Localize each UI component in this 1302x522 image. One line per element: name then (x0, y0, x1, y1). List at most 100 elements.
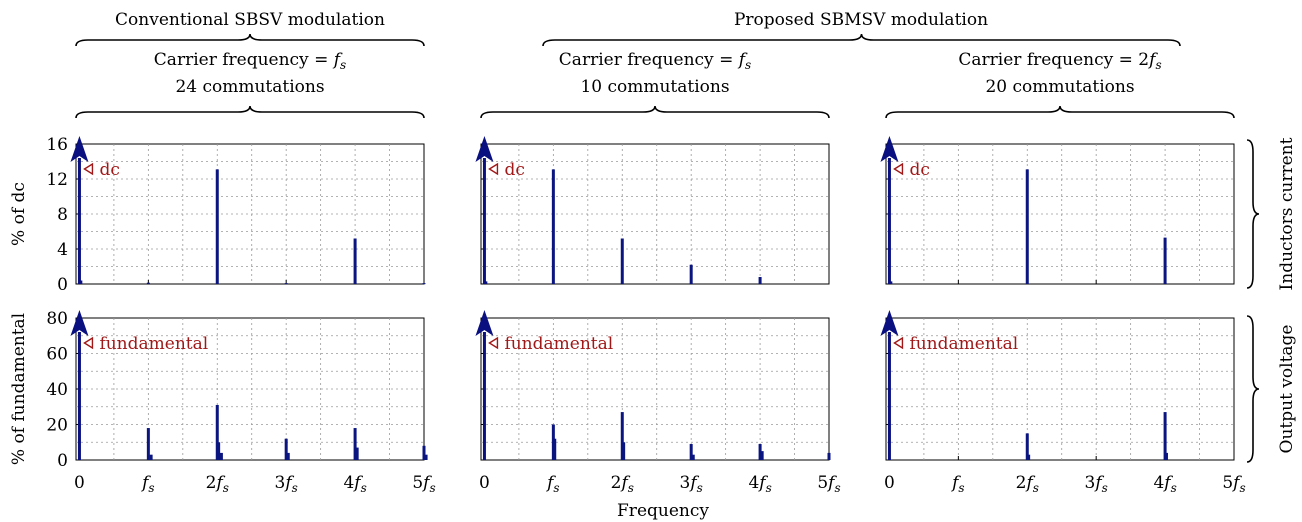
caption-commutations: 20 commutations (985, 77, 1134, 97)
x-tick-label: fs (140, 473, 154, 495)
spectrum-bar (149, 454, 153, 460)
spectrum-bar (758, 277, 762, 284)
spectrum-bar (284, 438, 288, 460)
spectrum-bar (146, 282, 150, 284)
spectrum-bar (553, 438, 557, 460)
x-tick-symbol: f (421, 473, 432, 493)
x-tick-label: 2fs (1016, 473, 1039, 495)
spectrum-bar (353, 238, 357, 284)
arrow-head (475, 310, 494, 336)
x-tick-label: 2fs (206, 473, 229, 495)
x-tick-coef: 5 (817, 473, 828, 493)
x-tick-subscript: s (361, 481, 367, 495)
x-tick-subscript: s (1239, 481, 1245, 495)
annotation-marker (488, 162, 499, 176)
y-tick-label: 16 (46, 135, 68, 155)
panel-current-3: dc (880, 136, 1235, 285)
x-tick-symbol: f (283, 473, 294, 493)
spectrum-bar (217, 442, 221, 460)
x-tick-coef: 2 (611, 473, 622, 493)
y-tick-label: 0 (57, 275, 68, 295)
spectrum-bar (689, 444, 693, 460)
spectrum-bar (284, 283, 288, 285)
spectrum-bar (620, 412, 624, 460)
caption-carrier-frequency: Carrier frequency = 2fs (958, 50, 1161, 72)
x-tick-label: 2fs (611, 473, 634, 495)
caption-carrier-frequency: Carrier frequency = fs (559, 50, 751, 72)
annotation-marker (83, 162, 94, 176)
brace-proposed (542, 33, 1181, 47)
spectrum-bar (758, 444, 762, 460)
group-label-proposed: Proposed SBMSV modulation (734, 10, 988, 30)
annotation-label: fundamental (504, 334, 613, 354)
x-tick-symbol: f (757, 473, 768, 493)
x-tick-symbol: f (1024, 473, 1035, 493)
arrow-head (70, 310, 89, 336)
y-tick-label: 80 (46, 309, 68, 329)
x-tick-symbol: f (545, 473, 556, 493)
x-tick-label: 5fs (1222, 473, 1245, 495)
arrow-head (70, 136, 89, 162)
spectrum-bar (1025, 169, 1029, 284)
x-tick-symbol: f (352, 473, 363, 493)
x-tick-coef: 3 (275, 473, 286, 493)
y-axis-label: % of dc (9, 182, 29, 246)
spectrum-bar (1027, 454, 1031, 460)
x-tick-coef: 4 (748, 473, 759, 493)
annotation-label: dc (909, 160, 929, 180)
row-label-inductors-current: Inductors current (1277, 137, 1297, 290)
x-tick-label: 4fs (343, 473, 366, 495)
x-tick-label: 3fs (275, 473, 298, 495)
x-tick-symbol: f (950, 473, 961, 493)
spectrum-bar (424, 454, 428, 460)
spectrum-bar (1164, 452, 1168, 460)
spectrum-bar (1025, 433, 1029, 460)
spectrum-bar (691, 454, 695, 460)
annotation-marker (893, 162, 904, 176)
x-tick-symbol: f (826, 473, 837, 493)
caption-subscript: s (1155, 58, 1161, 72)
y-tick-label: 40 (46, 380, 68, 400)
x-tick-label: fs (545, 473, 559, 495)
annotation-label: fundamental (909, 334, 1018, 354)
x-tick-symbol: f (1162, 473, 1173, 493)
arrow-head (880, 310, 899, 336)
y-tick-label: 12 (46, 170, 68, 190)
plot-area (480, 317, 830, 461)
x-tick-label: fs (950, 473, 964, 495)
y-tick-label: 8 (57, 205, 68, 225)
x-tick-subscript: s (834, 481, 840, 495)
caption-commutations: 10 commutations (580, 77, 729, 97)
spectrum-bar (422, 445, 426, 460)
spectrum-bar (146, 428, 150, 460)
x-tick-label: 0 (884, 473, 895, 493)
x-tick-subscript: s (958, 481, 964, 495)
x-tick-symbol: f (1231, 473, 1242, 493)
annotation-label: dc (99, 160, 119, 180)
spectrum-bar (355, 447, 359, 460)
x-tick-subscript: s (223, 481, 229, 495)
spectrum-bar (215, 404, 219, 460)
x-tick-label: 0 (74, 473, 85, 493)
y-tick-label: 60 (46, 345, 68, 365)
brace-column-1 (75, 105, 425, 119)
spectrum-bar (622, 442, 626, 460)
x-tick-symbol: f (140, 473, 151, 493)
caption-text: Carrier frequency = (559, 50, 739, 70)
spectrum-bar (760, 451, 764, 460)
annotation-marker (83, 336, 94, 350)
x-tick-subscript: s (766, 481, 772, 495)
spectrum-bar (286, 452, 290, 460)
x-tick-symbol: f (619, 473, 630, 493)
x-tick-label: 5fs (412, 473, 435, 495)
y-tick-label: 4 (57, 240, 68, 260)
y-axis-label: % of fundamental (9, 313, 29, 465)
spectrum-bar (219, 452, 223, 460)
x-tick-label: 0 (479, 473, 490, 493)
x-tick-symbol: f (1093, 473, 1104, 493)
x-tick-symbol: f (214, 473, 225, 493)
